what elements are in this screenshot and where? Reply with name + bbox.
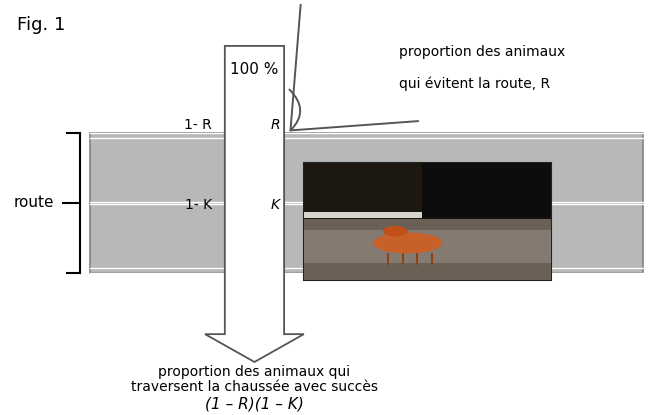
Text: R: R (271, 118, 281, 132)
Text: proportion des animaux: proportion des animaux (400, 45, 566, 59)
Text: K: K (271, 198, 280, 212)
Polygon shape (205, 46, 304, 362)
Text: (1 – R)(1 – K): (1 – R)(1 – K) (205, 396, 304, 411)
Text: 1- R: 1- R (184, 118, 211, 132)
Bar (304, 230, 551, 263)
Bar (304, 163, 551, 281)
Bar (304, 220, 551, 281)
Text: 1- K: 1- K (185, 198, 211, 212)
Text: route: route (13, 195, 54, 210)
Text: qui évitent la route, R: qui évitent la route, R (400, 76, 550, 91)
Bar (304, 163, 551, 220)
Ellipse shape (373, 232, 442, 254)
Bar (422, 163, 551, 218)
Ellipse shape (383, 226, 408, 237)
Text: Fig. 1: Fig. 1 (17, 16, 66, 34)
Text: traversent la chaussée avec succès: traversent la chaussée avec succès (131, 380, 378, 394)
Text: 100 %: 100 % (230, 62, 279, 77)
Text: proportion des animaux qui: proportion des animaux qui (158, 365, 351, 379)
FancyArrowPatch shape (289, 3, 418, 130)
Bar (90, 133, 643, 273)
Bar (304, 212, 422, 218)
